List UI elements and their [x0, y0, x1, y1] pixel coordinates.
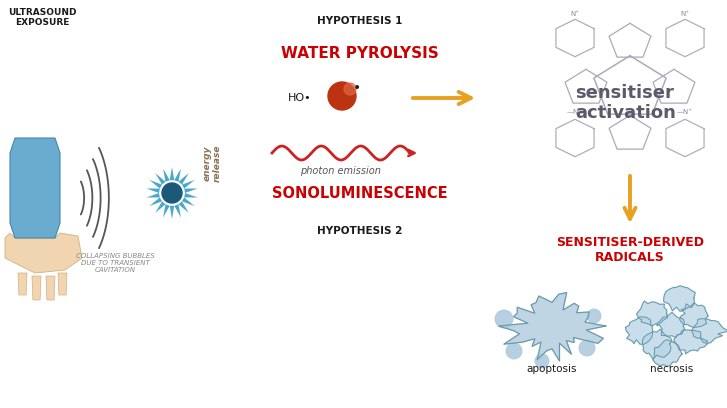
FancyArrowPatch shape	[624, 176, 635, 219]
Circle shape	[495, 310, 513, 328]
Polygon shape	[150, 180, 162, 188]
Text: N⁺: N⁺	[571, 11, 579, 17]
Polygon shape	[146, 193, 160, 197]
Polygon shape	[179, 202, 189, 213]
Polygon shape	[156, 173, 166, 185]
Polygon shape	[691, 319, 727, 344]
Polygon shape	[174, 169, 181, 182]
Circle shape	[587, 309, 601, 323]
Polygon shape	[163, 169, 169, 182]
Polygon shape	[146, 188, 160, 193]
Polygon shape	[156, 202, 166, 213]
Text: HYPOTHESIS 2: HYPOTHESIS 2	[317, 226, 403, 236]
Polygon shape	[653, 340, 682, 366]
Polygon shape	[184, 188, 198, 193]
FancyArrowPatch shape	[413, 92, 471, 104]
Text: apoptosis: apoptosis	[527, 364, 577, 374]
Circle shape	[328, 82, 356, 110]
Circle shape	[506, 343, 522, 359]
Text: —N⁺: —N⁺	[567, 109, 583, 115]
Polygon shape	[174, 204, 181, 217]
Text: energy
release: energy release	[202, 144, 222, 182]
Polygon shape	[674, 330, 707, 354]
Polygon shape	[32, 276, 41, 300]
Polygon shape	[664, 286, 695, 311]
Polygon shape	[680, 303, 708, 328]
Polygon shape	[5, 233, 82, 273]
Polygon shape	[18, 273, 27, 295]
Polygon shape	[163, 204, 169, 217]
Polygon shape	[10, 138, 60, 238]
Circle shape	[535, 354, 549, 368]
Polygon shape	[499, 293, 606, 361]
Text: photon emission: photon emission	[300, 166, 380, 176]
Polygon shape	[169, 206, 174, 219]
Text: SENSITISER-DERIVED
RADICALS: SENSITISER-DERIVED RADICALS	[556, 236, 704, 264]
Polygon shape	[184, 193, 198, 197]
Text: necrosis: necrosis	[651, 364, 694, 374]
Text: WATER PYROLYSIS: WATER PYROLYSIS	[281, 46, 439, 61]
Text: •: •	[353, 81, 361, 95]
Polygon shape	[643, 329, 672, 359]
Polygon shape	[182, 197, 195, 206]
Text: ULTRASOUND
EXPOSURE: ULTRASOUND EXPOSURE	[8, 8, 76, 27]
Polygon shape	[179, 173, 189, 185]
Polygon shape	[46, 276, 55, 300]
Polygon shape	[625, 317, 653, 344]
Circle shape	[579, 340, 595, 356]
Circle shape	[344, 83, 356, 95]
Text: —N⁺: —N⁺	[677, 109, 693, 115]
Text: COLLAPSING BUBBLES
DUE TO TRANSIENT
CAVITATION: COLLAPSING BUBBLES DUE TO TRANSIENT CAVI…	[76, 253, 154, 273]
Polygon shape	[150, 197, 162, 206]
Circle shape	[162, 183, 182, 203]
Text: sensitiser
activation: sensitiser activation	[575, 84, 676, 122]
Text: HYPOTHESIS 1: HYPOTHESIS 1	[317, 16, 403, 26]
Text: N⁺: N⁺	[680, 11, 689, 17]
FancyArrowPatch shape	[409, 150, 414, 156]
Polygon shape	[182, 180, 195, 188]
Polygon shape	[58, 273, 67, 295]
Polygon shape	[169, 167, 174, 180]
Text: SONOLUMINESCENCE: SONOLUMINESCENCE	[272, 186, 448, 201]
Polygon shape	[657, 312, 685, 337]
Text: HO•: HO•	[288, 93, 312, 103]
Polygon shape	[637, 301, 667, 326]
